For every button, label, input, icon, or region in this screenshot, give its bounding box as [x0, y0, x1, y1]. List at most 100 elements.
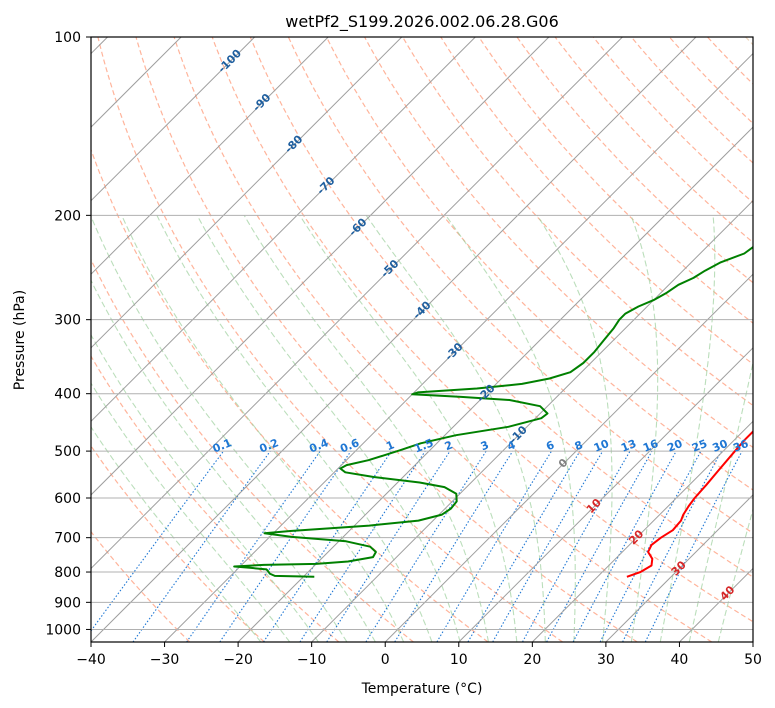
x-tick-label: 40: [671, 652, 689, 668]
mixing-ratio-line: [91, 450, 224, 632]
isotherm-line: [91, 37, 623, 570]
x-tick-label: −20: [223, 652, 253, 668]
mixing-ratio-line: [365, 450, 487, 642]
moist-adiabat: [91, 425, 262, 642]
mixing-ratio-label: 20: [665, 437, 684, 455]
profiles: [233, 245, 753, 578]
x-tick-label: −30: [150, 652, 180, 668]
y-tick-label: 700: [54, 531, 81, 547]
mixing-ratio-label: 16: [641, 437, 660, 455]
y-tick-label: 300: [54, 313, 81, 329]
dry-adiabat: [325, 37, 753, 491]
dry-adiabat: [91, 148, 489, 642]
moist-adiabat: [299, 215, 518, 642]
mixing-ratio-line: [522, 450, 631, 642]
mixing-ratio-line: [599, 450, 702, 642]
isotherm-line: [91, 37, 697, 642]
mixing-ratio-line: [132, 450, 271, 642]
moist-adiabat: [659, 215, 716, 642]
isotherm-line: [91, 37, 403, 349]
y-tick-label: 200: [54, 208, 81, 224]
dry-adiabat: [91, 355, 340, 642]
chart-title: wetPf2_S199.2026.002.06.28.G06: [285, 12, 559, 32]
y-tick-label: 500: [54, 444, 81, 460]
x-tick-label: 50: [744, 652, 762, 668]
y-axis-label: Pressure (hPa): [12, 290, 28, 390]
dry-adiabats: [91, 37, 753, 642]
isotherm-line: [605, 494, 753, 642]
mixing-ratio-line: [622, 450, 722, 642]
moist-adiabat: [717, 507, 753, 642]
isotherm-line: [458, 347, 753, 642]
dry-adiabat: [211, 37, 753, 623]
mixing-ratio-label: 13: [619, 437, 638, 455]
y-axis-ticks: 1000 900 800 700 600 500 400 300 200 100: [45, 30, 91, 638]
dry-adiabat: [478, 37, 753, 324]
y-tick-label: 800: [54, 565, 81, 581]
mixing-ratio-label: 8: [573, 438, 585, 453]
mixing-ratio-line: [186, 450, 321, 642]
dry-adiabat: [516, 37, 753, 284]
mixing-ratio-line: [394, 450, 514, 642]
plot-area: 0.1 0.2 0.4 0.6 1 1.5 2 3 4 6 8 10 13 16 20 25 30 36-100-…: [91, 37, 753, 642]
mixing-ratio-line: [572, 450, 677, 642]
dewpoint-profile: [233, 245, 753, 578]
isotherm-line: [384, 273, 753, 642]
mixing-ratio-label: 36: [731, 437, 750, 455]
mixing-ratio-label: 10: [592, 437, 611, 455]
isotherm-line: [164, 52, 753, 642]
mixing-ratio-line: [644, 450, 743, 642]
isotherm-line: [531, 420, 753, 642]
mixing-ratio-label: 1: [384, 438, 396, 453]
dry-adiabat: [97, 37, 563, 642]
pressure-gridlines: [91, 37, 753, 630]
moist-adiabat: [91, 215, 376, 642]
isotherm-line: [91, 37, 476, 423]
y-tick-label: 900: [54, 595, 81, 611]
dry-adiabat: [402, 37, 753, 407]
moist-adiabat: [121, 215, 405, 642]
dry-adiabat: [173, 37, 713, 642]
x-axis-label: Temperature (°C): [361, 681, 483, 697]
x-axis-ticks: −40 −30 −20 −10 0 10 20 30 40 50: [76, 642, 762, 668]
y-tick-label: 400: [54, 387, 81, 403]
x-tick-label: −10: [297, 652, 327, 668]
x-tick-label: 30: [597, 652, 615, 668]
mixing-ratio-line: [299, 450, 426, 642]
dry-adiabat: [592, 37, 753, 204]
mixing-ratio-label: 25: [690, 437, 709, 455]
mixing-ratio-line: [326, 450, 451, 642]
moist-adiabat: [196, 215, 461, 642]
dry-adiabat: [440, 37, 753, 365]
temperature-profile: [626, 430, 753, 578]
x-tick-label: 10: [450, 652, 468, 668]
y-tick-label: 100: [54, 30, 81, 46]
plot-frame: [90, 36, 754, 643]
isotherm-line: [91, 37, 550, 496]
isotherm-line: [91, 37, 329, 275]
moist-adiabat: [365, 214, 546, 642]
dry-adiabat: [135, 37, 638, 642]
mixing-ratio-line: [492, 450, 604, 642]
dry-adiabat: [287, 37, 753, 534]
dry-adiabat: [249, 37, 753, 578]
y-tick-label: 1000: [45, 622, 81, 638]
moist-adiabat: [630, 215, 659, 642]
dry-adiabat: [91, 258, 414, 642]
moist-adiabat: [445, 214, 576, 642]
x-tick-label: 20: [523, 652, 541, 668]
mixing-ratio-label: 30: [711, 437, 730, 455]
mixing-ratio-label: 2: [443, 438, 455, 453]
x-tick-label: −40: [76, 652, 106, 668]
isotherm-line: [91, 37, 256, 202]
dry-adiabat: [91, 530, 191, 642]
y-tick-label: 600: [54, 491, 81, 507]
moist-adiabat: [91, 333, 319, 642]
isotherm-line: [311, 199, 753, 642]
x-tick-label: 0: [381, 652, 390, 668]
mixing-ratio-line: [219, 450, 352, 642]
moist-adiabat: [688, 360, 753, 642]
mixing-ratio-label: 3: [479, 438, 491, 453]
